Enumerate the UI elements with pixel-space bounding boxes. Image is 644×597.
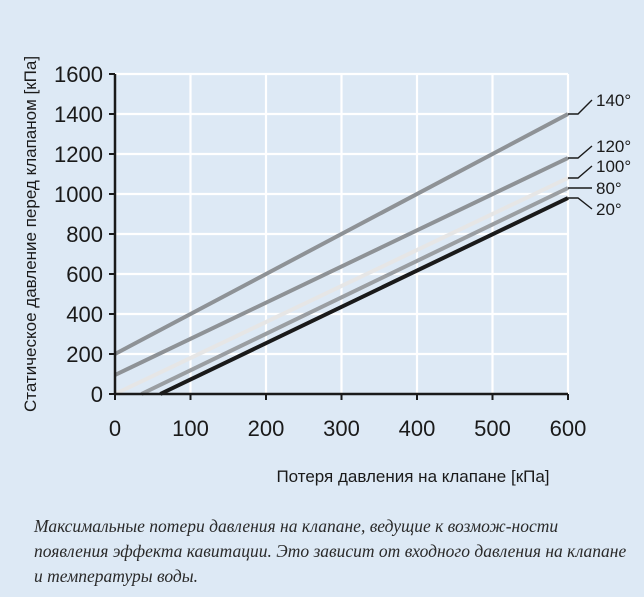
x-tick-label: 600 [550,416,587,441]
series-line [140,186,569,396]
x-axis-title: Потеря давления на клапане [кПа] [276,467,549,486]
x-tick-label: 300 [323,416,360,441]
x-tick-label: 400 [399,416,436,441]
series-line [114,112,569,356]
series-labels: 140° 120°100° 80° 20° [568,91,631,219]
y-tick-label: 1000 [54,182,103,207]
y-tick-label: 1600 [54,62,103,87]
series-label: 100° [596,157,631,176]
y-tick-label: 600 [66,262,103,287]
y-tick-label: 400 [66,302,103,327]
series-line [114,156,569,377]
series-label: 120° [596,137,631,156]
series-line [114,176,569,396]
series-line [159,196,569,396]
y-tick-label: 800 [66,222,103,247]
series-leader-line [568,145,593,159]
x-tick-label: 100 [172,416,209,441]
series-lines [114,112,569,396]
series-leader-line [568,99,593,115]
y-tick-label: 0 [91,382,103,407]
x-tick-label: 200 [248,416,285,441]
axes: 0 100 200 300 400 500 600 0 200 400 600 800 1000 1200… [54,62,586,441]
figure-caption: Максимальные потери давления на клапане,… [34,516,627,586]
series-label: 20° [596,200,622,219]
series-leader-line [568,197,593,210]
series-label: 80° [596,179,622,198]
y-tick-label: 1400 [54,102,103,127]
x-tick-label: 500 [474,416,511,441]
y-tick-label: 1200 [54,142,103,167]
y-axis-title: Статическое давление перед клапаном [кПа… [21,56,40,412]
x-tick-label: 0 [109,416,121,441]
pressure-chart: 0 100 200 300 400 500 600 0 200 400 600 800 1000 1200… [21,56,631,486]
series-label: 140° [596,91,631,110]
series-leader-line [568,165,593,179]
y-tick-label: 200 [66,342,103,367]
